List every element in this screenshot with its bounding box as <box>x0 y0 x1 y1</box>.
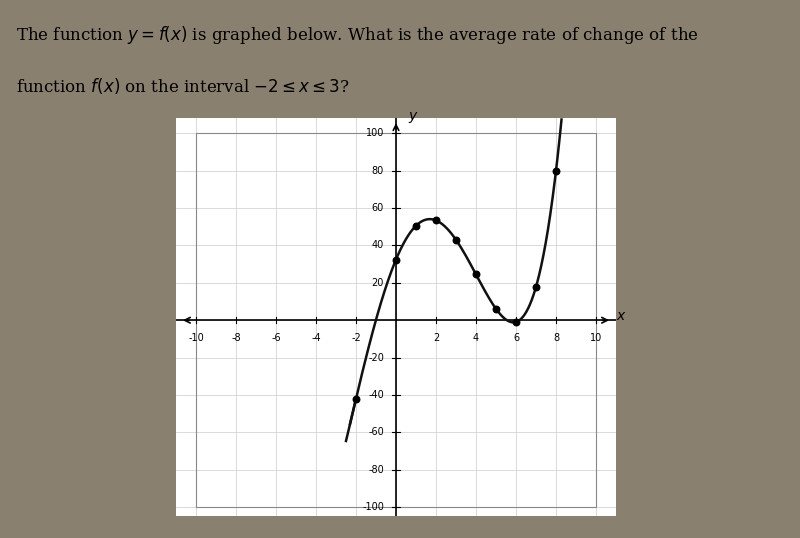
Text: 60: 60 <box>372 203 384 213</box>
Text: 4: 4 <box>473 334 479 343</box>
Text: 10: 10 <box>590 334 602 343</box>
Text: 40: 40 <box>372 240 384 251</box>
Text: 100: 100 <box>366 128 384 138</box>
Point <box>490 305 502 313</box>
Point <box>530 282 542 291</box>
Text: The function $y = f(x)$ is graphed below. What is the average rate of change of : The function $y = f(x)$ is graphed below… <box>16 24 698 46</box>
Text: x: x <box>616 309 624 323</box>
Point <box>550 166 562 175</box>
Text: -6: -6 <box>271 334 281 343</box>
Text: -40: -40 <box>368 390 384 400</box>
Point <box>390 255 402 264</box>
Text: 80: 80 <box>372 166 384 176</box>
Text: function $f(x)$ on the interval $-2 \leq x \leq 3$?: function $f(x)$ on the interval $-2 \leq… <box>16 76 350 96</box>
Text: -20: -20 <box>368 352 384 363</box>
Text: 8: 8 <box>553 334 559 343</box>
Point <box>410 222 422 230</box>
Point <box>470 270 482 279</box>
Text: -10: -10 <box>188 334 204 343</box>
Point <box>510 317 522 326</box>
Text: y: y <box>408 110 416 124</box>
Text: 6: 6 <box>513 334 519 343</box>
Text: 20: 20 <box>372 278 384 288</box>
Text: -100: -100 <box>362 502 384 512</box>
Text: 2: 2 <box>433 334 439 343</box>
Text: -80: -80 <box>368 465 384 475</box>
Text: -60: -60 <box>368 427 384 437</box>
Point <box>450 236 462 244</box>
Point <box>430 216 442 225</box>
Text: -8: -8 <box>231 334 241 343</box>
Point <box>350 394 362 403</box>
Text: -4: -4 <box>311 334 321 343</box>
Text: -2: -2 <box>351 334 361 343</box>
